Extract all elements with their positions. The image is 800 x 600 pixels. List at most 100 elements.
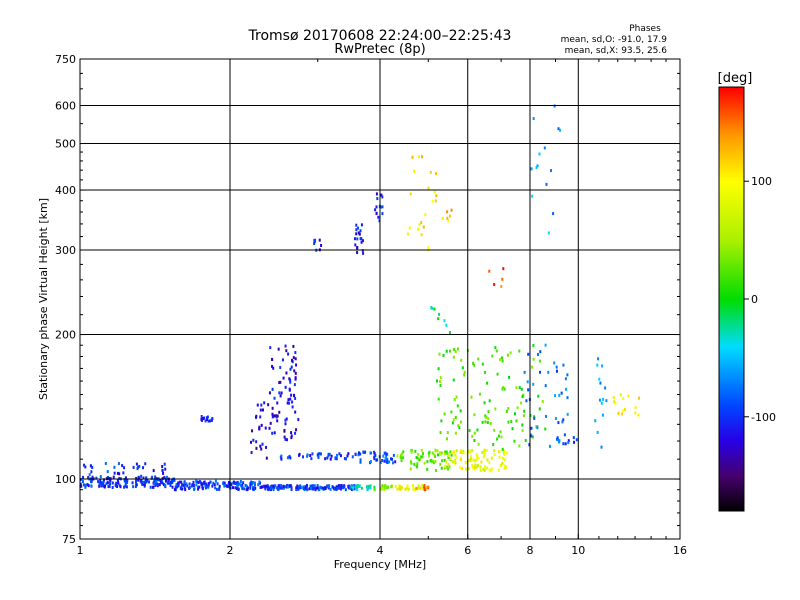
colorbar-segment	[719, 463, 744, 465]
colorbar-segment	[719, 268, 744, 270]
data-point	[440, 466, 443, 470]
data-point	[195, 479, 198, 483]
colorbar-segment	[719, 272, 744, 274]
colorbar-segment	[719, 87, 744, 89]
data-point	[497, 434, 500, 438]
y-tick-label: 400	[55, 184, 76, 197]
colorbar-segment	[719, 444, 744, 446]
data-point	[420, 448, 423, 452]
data-point	[483, 452, 486, 456]
data-point	[617, 411, 620, 415]
colorbar-segment	[719, 327, 744, 329]
data-point	[536, 164, 539, 168]
data-point	[501, 461, 504, 465]
colorbar-segment	[719, 376, 744, 378]
data-point	[477, 357, 480, 361]
data-point	[433, 190, 436, 194]
data-point	[215, 487, 218, 491]
data-point	[375, 211, 378, 215]
data-point	[169, 483, 172, 487]
data-point	[280, 457, 283, 461]
data-point	[103, 484, 106, 488]
colorbar-segment	[719, 285, 744, 287]
data-point	[122, 471, 125, 475]
colorbar-segment	[719, 371, 744, 373]
data-point	[250, 482, 253, 486]
data-point	[293, 383, 296, 387]
colorbar-segment	[719, 105, 744, 107]
data-point	[118, 476, 121, 480]
data-point	[299, 486, 302, 490]
colorbar-segment	[719, 182, 744, 184]
data-point	[472, 458, 475, 462]
colorbar-segment	[719, 359, 744, 361]
data-point	[261, 442, 264, 446]
data-point	[373, 488, 376, 492]
data-point	[334, 457, 337, 461]
data-point	[572, 436, 575, 440]
colorbar-segment	[719, 221, 744, 223]
data-point	[347, 452, 350, 456]
data-point	[459, 449, 462, 453]
data-point	[471, 448, 474, 452]
data-point	[256, 403, 259, 407]
data-point	[445, 349, 448, 353]
data-point	[413, 462, 416, 466]
data-point	[450, 208, 453, 212]
data-point	[493, 449, 496, 453]
data-point	[455, 449, 458, 453]
data-point	[439, 384, 442, 388]
colorbar-segment	[719, 235, 744, 237]
colorbar-segment	[719, 428, 744, 430]
colorbar-segment	[719, 424, 744, 426]
data-point	[316, 486, 319, 490]
data-point	[488, 461, 491, 465]
data-point	[124, 484, 127, 488]
data-point	[147, 480, 150, 484]
data-point	[118, 472, 121, 476]
data-point	[447, 454, 450, 458]
colorbar-segment	[719, 449, 744, 451]
x-axis-label: Frequency [MHz]	[334, 558, 426, 571]
data-point	[88, 473, 91, 477]
colorbar-segment	[719, 465, 744, 467]
colorbar-segment	[719, 238, 744, 240]
colorbar-segment	[719, 134, 744, 136]
y-tick-label: 500	[55, 138, 76, 151]
data-point	[402, 450, 405, 454]
colorbar-segment	[719, 161, 744, 163]
colorbar-segment	[719, 362, 744, 364]
data-point	[439, 462, 442, 466]
data-point	[338, 484, 341, 488]
colorbar-segment	[719, 360, 744, 362]
colorbar-segment	[719, 258, 744, 260]
colorbar-segment	[719, 136, 744, 138]
data-point	[214, 486, 217, 490]
data-point	[284, 418, 287, 422]
data-point	[288, 401, 291, 405]
data-point	[294, 357, 297, 361]
data-point	[400, 452, 403, 456]
colorbar-segment	[719, 411, 744, 413]
colorbar-segment	[719, 499, 744, 501]
data-point	[144, 462, 147, 466]
data-point	[419, 486, 422, 490]
data-point	[151, 475, 154, 479]
data-point	[434, 449, 437, 453]
data-point	[121, 464, 124, 468]
data-point	[140, 474, 143, 478]
data-point	[273, 431, 276, 435]
data-point	[473, 459, 476, 463]
data-point	[567, 441, 570, 445]
data-point	[188, 482, 191, 486]
colorbar-segment	[719, 217, 744, 219]
data-point	[486, 421, 489, 425]
colorbar-tick-label: 0	[751, 293, 758, 306]
data-point	[283, 435, 286, 439]
colorbar-segment	[719, 502, 744, 504]
colorbar-segment	[719, 390, 744, 392]
data-point	[152, 469, 155, 473]
colorbar-segment	[719, 154, 744, 156]
data-point	[195, 483, 198, 487]
data-point	[141, 482, 144, 486]
